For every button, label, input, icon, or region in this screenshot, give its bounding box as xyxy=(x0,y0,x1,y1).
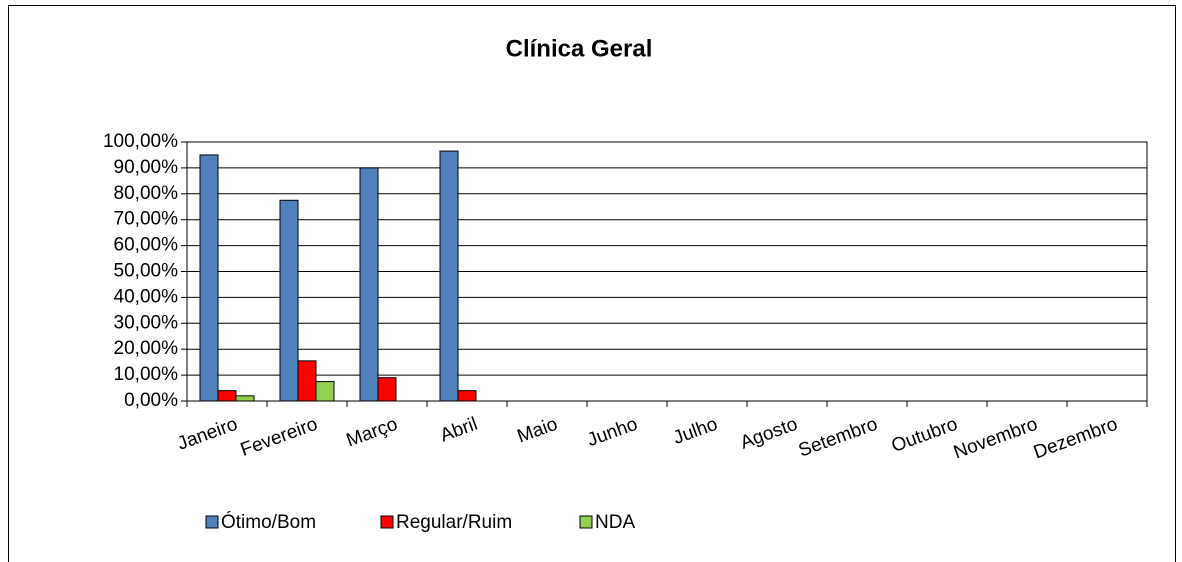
x-tick-label: Abril xyxy=(438,414,481,447)
y-tick-label: 0,00% xyxy=(124,390,178,411)
bar xyxy=(439,150,459,402)
bar xyxy=(377,377,397,402)
bar xyxy=(297,360,317,402)
y-tick-label: 70,00% xyxy=(114,209,179,230)
x-tick-label: Outubro xyxy=(889,414,961,457)
bar xyxy=(199,154,219,402)
legend-swatch xyxy=(579,515,593,529)
y-tick-label: 90,00% xyxy=(114,157,179,178)
legend-label: Ótimo/Bom xyxy=(221,511,316,533)
bar xyxy=(315,381,335,402)
y-tick-label: 10,00% xyxy=(114,364,179,385)
x-tick-label: Janeiro xyxy=(175,414,241,455)
x-tick-label: Novembro xyxy=(951,414,1041,464)
y-tick-label: 30,00% xyxy=(114,312,179,333)
y-tick-label: 50,00% xyxy=(114,261,179,282)
bar xyxy=(217,390,237,402)
y-tick-label: 100,00% xyxy=(103,131,178,152)
x-tick-label: Fevereiro xyxy=(238,414,321,461)
y-tick-label: 40,00% xyxy=(114,286,179,307)
bar xyxy=(279,199,299,402)
chart-border xyxy=(8,5,1176,562)
x-tick-label: Agosto xyxy=(738,414,801,454)
y-tick-label: 60,00% xyxy=(114,235,179,256)
x-tick-label: Julho xyxy=(671,414,721,449)
chart-title: Clínica Geral xyxy=(506,35,653,62)
bar xyxy=(235,395,255,402)
x-tick-label: Junho xyxy=(585,414,641,451)
legend-label: Regular/Ruim xyxy=(396,512,512,533)
x-tick-label: Março xyxy=(344,414,401,452)
legend-swatch xyxy=(205,515,219,529)
bar xyxy=(359,167,379,402)
legend-swatch xyxy=(380,515,394,529)
y-tick-label: 20,00% xyxy=(114,338,179,359)
x-tick-label: Dezembro xyxy=(1031,414,1121,464)
bar xyxy=(457,390,477,402)
x-tick-label: Setembro xyxy=(796,414,881,462)
y-tick-label: 80,00% xyxy=(114,183,179,204)
x-tick-label: Maio xyxy=(515,414,561,448)
legend-label: NDA xyxy=(595,512,635,533)
